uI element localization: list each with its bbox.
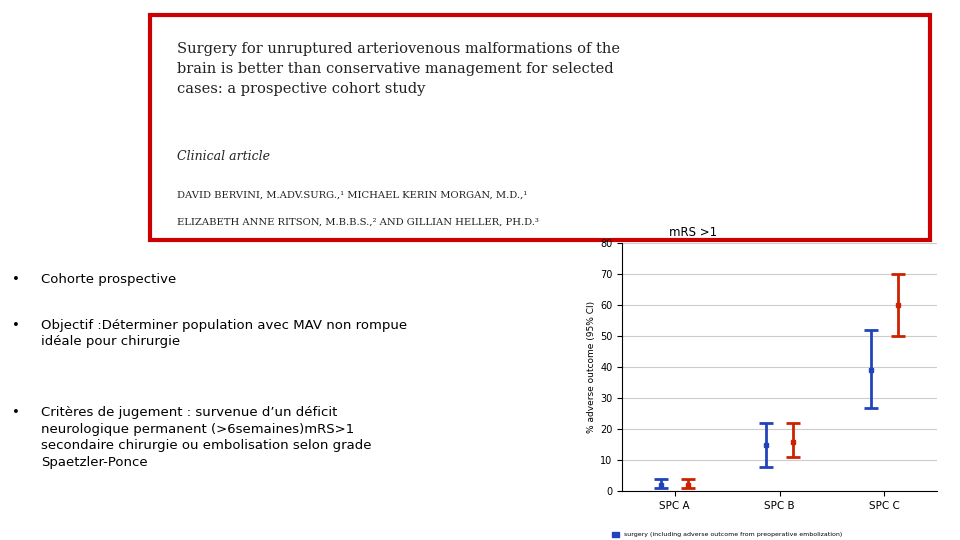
Text: Surgery for unruptured arteriovenous malformations of the
brain is better than c: Surgery for unruptured arteriovenous mal… [177, 42, 620, 96]
Text: Clinical article: Clinical article [177, 150, 270, 163]
Text: Critères de jugement : survenue d’un déficit
neurologique permanent (>6semaines): Critères de jugement : survenue d’un déf… [40, 406, 372, 469]
Text: Objectif :Déterminer population avec MAV non rompue
idéale pour chirurgie: Objectif :Déterminer population avec MAV… [40, 319, 407, 348]
Text: DAVID BERVINI, M.ADV.SURG.,¹ MICHAEL KERIN MORGAN, M.D.,¹: DAVID BERVINI, M.ADV.SURG.,¹ MICHAEL KER… [177, 190, 527, 199]
Legend: surgery (including adverse outcome from preoperative embolization), sensitivity : surgery (including adverse outcome from … [610, 529, 908, 540]
Text: •: • [12, 406, 20, 419]
Text: •: • [12, 273, 20, 286]
Text: ELIZABETH ANNE RITSON, M.B.B.S.,² AND GILLIAN HELLER, PH.D.³: ELIZABETH ANNE RITSON, M.B.B.S.,² AND GI… [177, 217, 539, 226]
FancyBboxPatch shape [150, 15, 930, 240]
Text: mRS >1: mRS >1 [669, 226, 717, 239]
Text: •: • [12, 319, 20, 332]
Text: Cohorte prospective: Cohorte prospective [40, 273, 176, 286]
Y-axis label: % adverse outcome (95% CI): % adverse outcome (95% CI) [587, 301, 596, 433]
